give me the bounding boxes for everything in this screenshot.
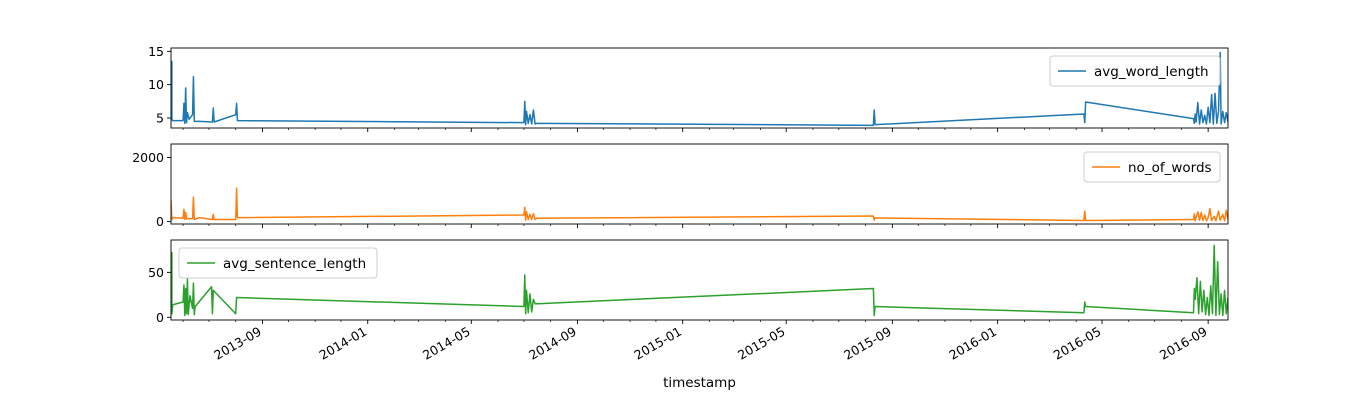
- legend-box: [178, 247, 378, 279]
- axes-frame: [170, 239, 1229, 321]
- y-tick-label: 0: [156, 214, 164, 229]
- axes-frame: [170, 47, 1229, 129]
- x-tick-label: 2015-09: [841, 324, 894, 363]
- x-tick-label: 2014-09: [526, 324, 579, 363]
- y-tick-label: 5: [156, 111, 164, 126]
- series-line-avg_sentence_length: [171, 244, 1228, 317]
- y-tick-label: 0: [156, 310, 164, 325]
- legend-label: avg_sentence_length: [223, 256, 366, 272]
- y-tick-label: 15: [148, 44, 164, 59]
- panel-avg_word_length: 5 10 15 avg_word_length: [148, 44, 1229, 132]
- legend-avg_word_length: avg_word_length: [1049, 55, 1221, 87]
- x-tick-labels: 2013-09 2014-01 2014-05 2014-09 2015-01 2015-…: [211, 324, 1209, 363]
- legend-avg_sentence_length: avg_sentence_length: [178, 247, 378, 279]
- legend-label: no_of_words: [1128, 160, 1212, 176]
- y-tick-label: 2000: [132, 150, 164, 165]
- y-tick-label: 10: [148, 77, 164, 92]
- x-tick-label: 2014-01: [316, 324, 369, 363]
- series-line-avg_word_length: [171, 51, 1228, 127]
- axes-frame: [170, 143, 1229, 225]
- panels-layer: 5 10 15 avg_word_length 0 2000 no_of_words 0 50 a…: [132, 44, 1229, 363]
- x-tick-label: 2016-09: [1157, 324, 1210, 363]
- x-tick-label: 2016-01: [946, 324, 999, 363]
- legend-label: avg_word_length: [1094, 64, 1209, 80]
- legend-no_of_words: no_of_words: [1083, 151, 1221, 183]
- x-tick-label: 2016-05: [1051, 324, 1104, 363]
- panel-avg_sentence_length: 0 50 avg_sentence_length: [148, 239, 1229, 325]
- legend-box: [1083, 151, 1221, 183]
- x-axis-title: timestamp: [663, 375, 736, 391]
- series-line-no_of_words: [171, 187, 1228, 222]
- legend-box: [1049, 55, 1221, 87]
- x-tick-label: 2013-09: [211, 324, 264, 363]
- x-tick-label: 2015-01: [631, 324, 684, 363]
- y-tick-label: 50: [148, 265, 164, 280]
- x-tick-label: 2014-05: [420, 324, 473, 363]
- x-tick-label: 2015-05: [735, 324, 788, 363]
- panel-no_of_words: 0 2000 no_of_words: [132, 143, 1229, 229]
